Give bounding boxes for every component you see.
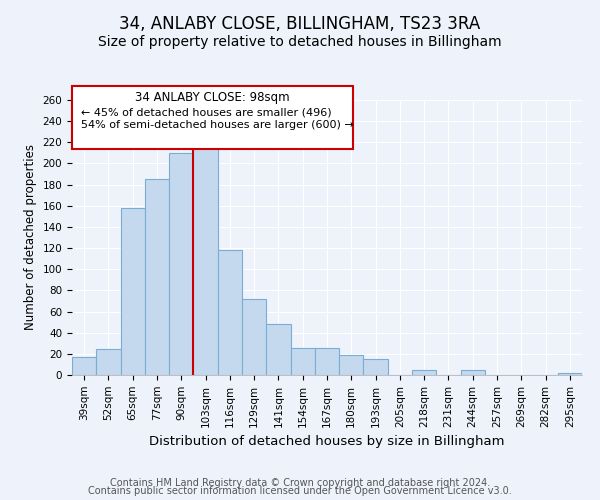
Bar xyxy=(72,357,96,375)
Y-axis label: Number of detached properties: Number of detached properties xyxy=(24,144,37,330)
Bar xyxy=(242,299,266,375)
Text: 34, ANLABY CLOSE, BILLINGHAM, TS23 3RA: 34, ANLABY CLOSE, BILLINGHAM, TS23 3RA xyxy=(119,15,481,33)
Bar xyxy=(96,348,121,375)
Bar xyxy=(290,348,315,375)
Bar xyxy=(121,208,145,375)
Bar xyxy=(412,370,436,375)
Text: Size of property relative to detached houses in Billingham: Size of property relative to detached ho… xyxy=(98,35,502,49)
Bar xyxy=(218,250,242,375)
Text: ← 45% of detached houses are smaller (496): ← 45% of detached houses are smaller (49… xyxy=(81,107,332,117)
Bar xyxy=(145,180,169,375)
Bar xyxy=(558,373,582,375)
X-axis label: Distribution of detached houses by size in Billingham: Distribution of detached houses by size … xyxy=(149,435,505,448)
Bar xyxy=(461,370,485,375)
Bar xyxy=(266,324,290,375)
Text: 54% of semi-detached houses are larger (600) →: 54% of semi-detached houses are larger (… xyxy=(81,120,354,130)
Bar xyxy=(339,355,364,375)
Text: Contains HM Land Registry data © Crown copyright and database right 2024.: Contains HM Land Registry data © Crown c… xyxy=(110,478,490,488)
Bar xyxy=(364,359,388,375)
Text: 34 ANLABY CLOSE: 98sqm: 34 ANLABY CLOSE: 98sqm xyxy=(135,91,290,104)
Bar xyxy=(193,148,218,375)
Text: Contains public sector information licensed under the Open Government Licence v3: Contains public sector information licen… xyxy=(88,486,512,496)
Bar xyxy=(315,348,339,375)
Bar xyxy=(169,153,193,375)
